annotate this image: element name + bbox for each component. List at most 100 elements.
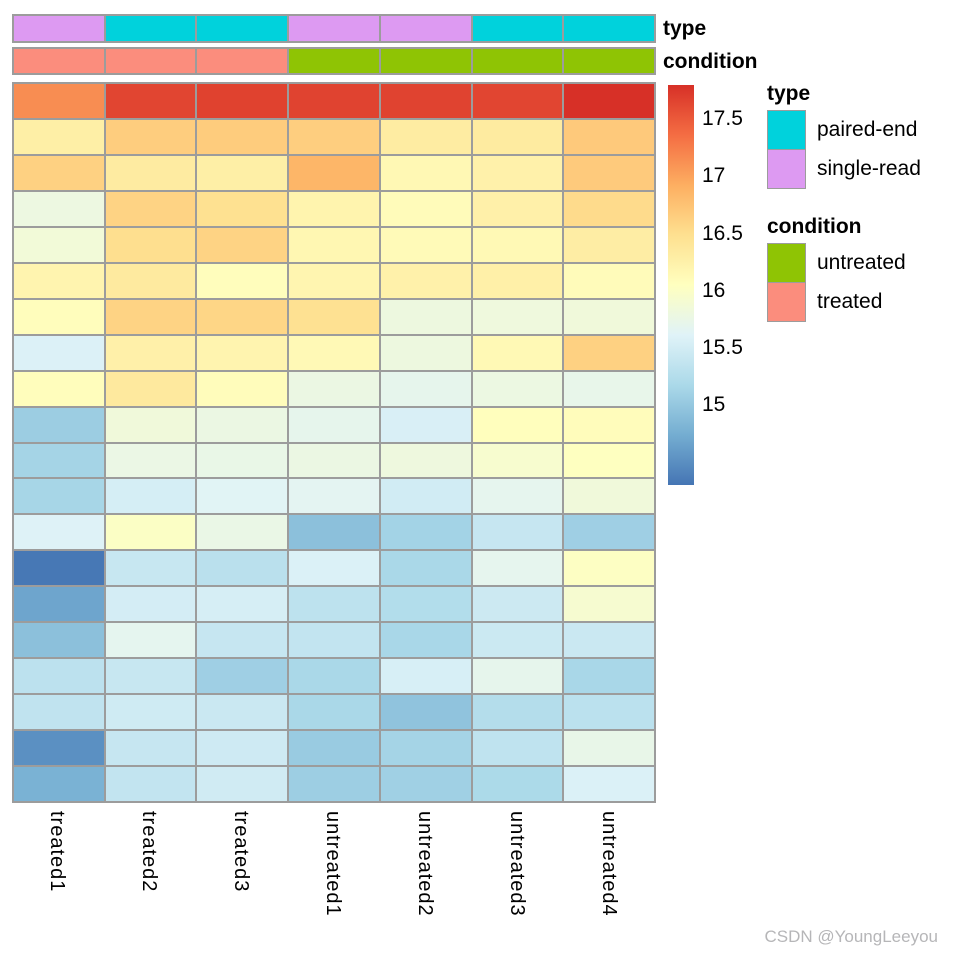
legend-type-title: type (767, 82, 811, 105)
heatmap-cell (288, 154, 380, 191)
legend-type: type paired-end single-read (767, 82, 921, 189)
heatmap-cell (104, 658, 197, 695)
heatmap-cell (471, 226, 564, 263)
heatmap-cell (379, 154, 472, 191)
condition-annotation-cell (13, 48, 105, 74)
type-annotation-cell (104, 15, 197, 42)
heatmap-cell (196, 586, 289, 623)
heatmap-cell (288, 370, 380, 407)
type-annotation-cell (288, 15, 380, 42)
heatmap-cell (471, 262, 564, 299)
heatmap-cell (471, 370, 564, 407)
heatmap-cell (563, 478, 655, 515)
heatmap-cell (13, 190, 105, 227)
heatmap-cell (104, 766, 197, 802)
watermark-text: CSDN @YoungLeeyou (764, 927, 938, 946)
heatmap-cell (563, 154, 655, 191)
heatmap-cell (379, 334, 472, 371)
legend-item-label: single-read (817, 157, 921, 180)
heatmap-cell (288, 478, 380, 515)
heatmap-cell (13, 298, 105, 335)
heatmap-cell (379, 442, 472, 479)
heatmap-cell (563, 658, 655, 695)
heatmap-cell (471, 442, 564, 479)
untreated-swatch (767, 243, 806, 283)
annotation-bar-condition-label: condition (663, 50, 758, 73)
heatmap-cell (13, 586, 105, 623)
heatmap-grid (12, 82, 656, 803)
heatmap-cell (196, 730, 289, 767)
paired-end-swatch (767, 110, 806, 150)
heatmap-cell (563, 226, 655, 263)
heatmap-cell (196, 262, 289, 299)
heatmap-cell (379, 190, 472, 227)
heatmap-cell (379, 766, 472, 802)
heatmap-cell (13, 118, 105, 155)
heatmap-cell (196, 478, 289, 515)
heatmap-cell (104, 478, 197, 515)
heatmap-cell (196, 370, 289, 407)
heatmap-cell (13, 334, 105, 371)
type-annotation-cell (379, 15, 472, 42)
heatmap-cell (288, 514, 380, 551)
heatmap-cell (196, 226, 289, 263)
heatmap-cell (104, 298, 197, 335)
type-annotation-cell (563, 15, 655, 42)
heatmap-cell (379, 406, 472, 443)
single-read-swatch (767, 149, 806, 189)
heatmap-cell (563, 370, 655, 407)
heatmap-cell (288, 298, 380, 335)
heatmap-cell (379, 118, 472, 155)
treated-swatch (767, 282, 806, 322)
heatmap-cell (104, 83, 197, 119)
heatmap-cell (196, 694, 289, 731)
heatmap-cell (471, 478, 564, 515)
heatmap-cell (288, 586, 380, 623)
heatmap-cell (104, 406, 197, 443)
heatmap-cell (288, 658, 380, 695)
heatmap-cell (196, 766, 289, 802)
type-annotation-cell (13, 15, 105, 42)
type-annotation-cell (471, 15, 564, 42)
heatmap-cell (196, 83, 289, 119)
heatmap-cell (288, 118, 380, 155)
heatmap-cell (563, 622, 655, 659)
heatmap-cell (104, 154, 197, 191)
heatmap-cell (471, 298, 564, 335)
heatmap-cell (471, 550, 564, 587)
heatmap-cell (471, 118, 564, 155)
heatmap-cell (196, 442, 289, 479)
heatmap-cell (196, 298, 289, 335)
heatmap-cell (471, 406, 564, 443)
annotation-bar-type (12, 14, 656, 43)
heatmap-cell (379, 514, 472, 551)
colorbar-tick-label: 16 (702, 278, 726, 302)
heatmap-cell (13, 83, 105, 119)
legend-item-paired-end: paired-end (767, 110, 921, 150)
heatmap-cell (288, 622, 380, 659)
heatmap-cell (471, 658, 564, 695)
heatmap-cell (563, 118, 655, 155)
heatmap-cell (13, 442, 105, 479)
legend-item-label: paired-end (817, 118, 918, 141)
heatmap-cell (13, 226, 105, 263)
column-label: untreated2 (414, 811, 436, 917)
heatmap-cell (13, 370, 105, 407)
heatmap-cell (13, 478, 105, 515)
legend-item-treated: treated (767, 282, 906, 322)
heatmap-cell (471, 766, 564, 802)
heatmap-cell (13, 514, 105, 551)
legend-item-label: untreated (817, 251, 906, 274)
heatmap-cell (13, 766, 105, 802)
heatmap-cell (288, 406, 380, 443)
heatmap-cell (288, 766, 380, 802)
heatmap-cell (13, 262, 105, 299)
column-label: treated1 (46, 811, 68, 893)
heatmap-cell (288, 442, 380, 479)
condition-annotation-cell (104, 48, 197, 74)
heatmap-cell (563, 550, 655, 587)
legend-item-label: treated (817, 290, 883, 313)
heatmap-cell (379, 478, 472, 515)
heatmap-cell (379, 622, 472, 659)
